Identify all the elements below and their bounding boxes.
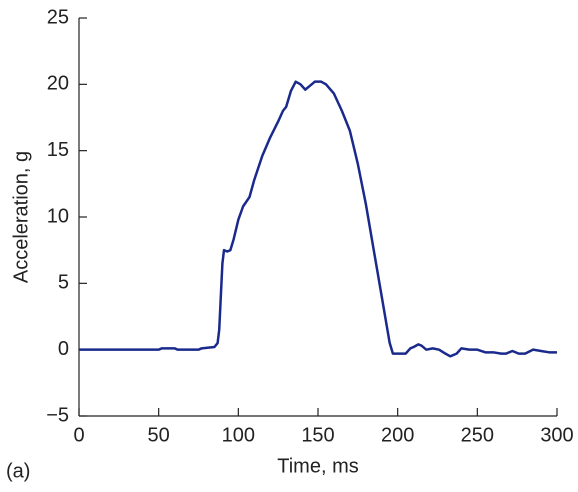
x-tick-label: 100 [222,424,255,446]
y-tick-label: 15 [47,139,69,161]
y-tick-label: −5 [46,404,69,426]
x-axis-label: Time, ms [277,455,358,477]
y-axis-label: Acceleration, g [10,151,32,283]
x-tick-label: 200 [381,424,414,446]
x-tick-label: 0 [73,424,84,446]
x-tick-label: 250 [461,424,494,446]
y-tick-label: 20 [47,73,69,95]
y-tick-label: 0 [58,338,69,360]
x-tick-label: 50 [148,424,170,446]
y-tick-label: 5 [58,272,69,294]
x-tick-label: 150 [301,424,334,446]
y-tick-label: 10 [47,205,69,227]
x-tick-label: 300 [540,424,573,446]
y-tick-label: 25 [47,6,69,28]
data-line [79,80,557,358]
panel-label: (a) [6,460,30,482]
